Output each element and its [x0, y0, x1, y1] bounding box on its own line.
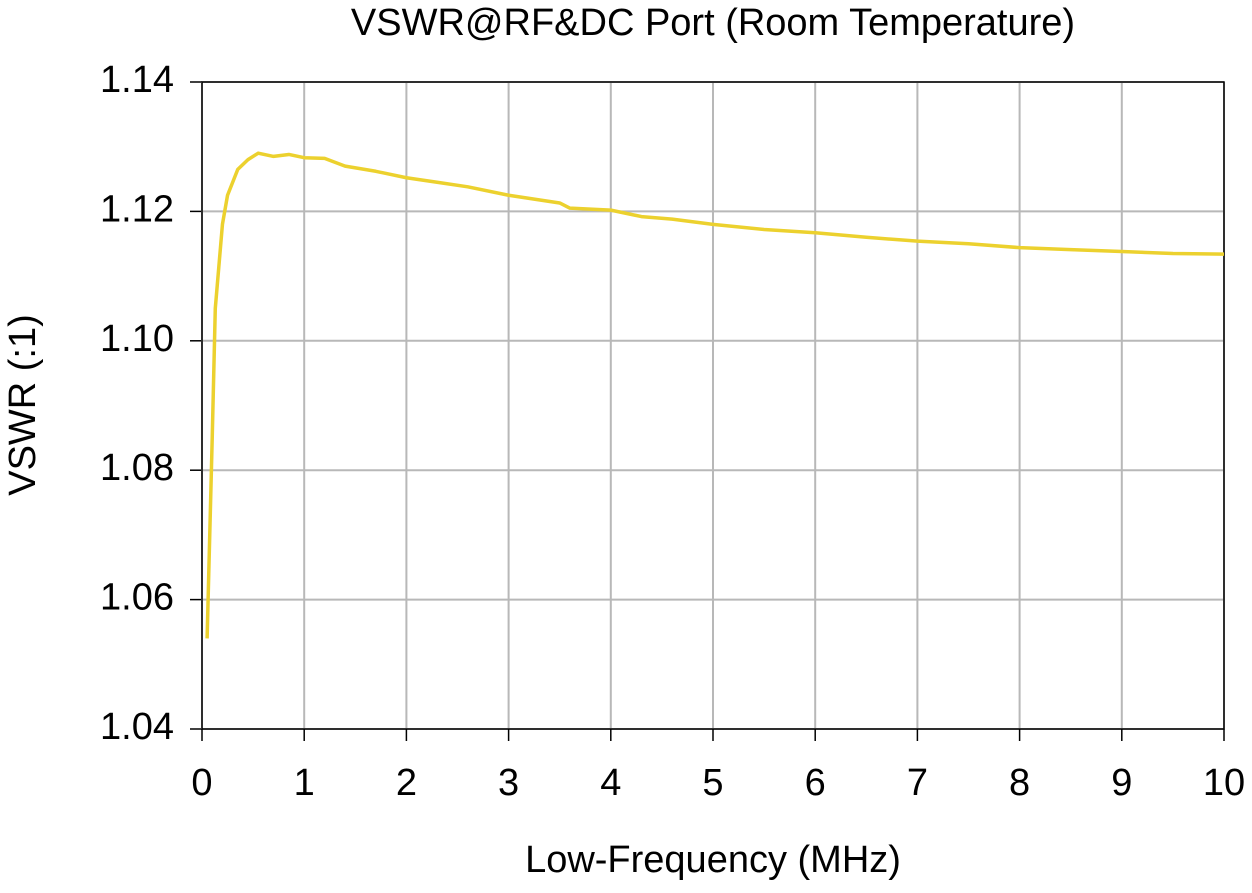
- x-axis-label: Low-Frequency (MHz): [525, 839, 901, 881]
- x-tick-label: 10: [1203, 762, 1245, 804]
- y-tick-label: 1.14: [100, 59, 174, 101]
- chart-title: VSWR@RF&DC Port (Room Temperature): [351, 2, 1075, 44]
- x-tick-label: 1: [294, 762, 315, 804]
- y-tick-label: 1.08: [100, 447, 174, 489]
- y-axis-label: VSWR (:1): [2, 314, 44, 496]
- x-tick-label: 0: [191, 762, 212, 804]
- y-tick-label: 1.10: [100, 318, 174, 360]
- plot-frame: [201, 81, 1225, 730]
- x-tick-label: 6: [805, 762, 826, 804]
- x-tick-label: 3: [498, 762, 519, 804]
- y-tick-label: 1.04: [100, 706, 174, 748]
- y-tick-label: 1.06: [100, 577, 174, 619]
- x-tick-label: 7: [907, 762, 928, 804]
- x-tick-label: 4: [600, 762, 621, 804]
- x-tick-label: 9: [1111, 762, 1132, 804]
- x-tick-label: 8: [1009, 762, 1030, 804]
- x-tick-label: 2: [396, 762, 417, 804]
- x-tick-label: 5: [702, 762, 723, 804]
- data-line: [205, 151, 1225, 639]
- y-tick-label: 1.12: [100, 188, 174, 230]
